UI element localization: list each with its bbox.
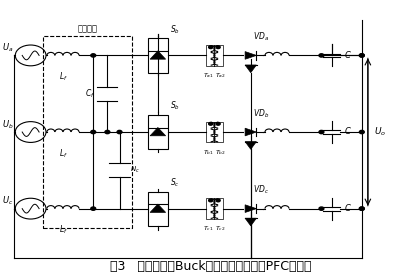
Text: $U_c$: $U_c$ <box>2 195 13 207</box>
Circle shape <box>319 130 324 134</box>
Text: $T_{b1}$: $T_{b1}$ <box>203 148 214 157</box>
Circle shape <box>209 122 213 125</box>
Text: $T_{c1}$: $T_{c1}$ <box>203 224 214 233</box>
Text: $S_b$: $S_b$ <box>170 100 180 112</box>
Circle shape <box>319 54 324 57</box>
Circle shape <box>319 207 324 210</box>
Text: $T_{a2}$: $T_{a2}$ <box>215 71 226 80</box>
Text: $L_f$: $L_f$ <box>59 147 67 159</box>
Text: $L_f$: $L_f$ <box>59 224 67 236</box>
Polygon shape <box>245 218 256 226</box>
Polygon shape <box>245 52 256 59</box>
Bar <box>148 115 168 149</box>
Text: $S_c$: $S_c$ <box>170 176 179 189</box>
Circle shape <box>359 130 364 134</box>
Text: $N_c$: $N_c$ <box>130 165 140 175</box>
Circle shape <box>91 207 96 210</box>
Bar <box>148 38 168 73</box>
Text: $S_b$: $S_b$ <box>170 23 180 35</box>
Text: $L_f$: $L_f$ <box>59 70 67 83</box>
Bar <box>148 192 168 226</box>
Bar <box>43 36 132 228</box>
Polygon shape <box>150 204 166 212</box>
Circle shape <box>105 130 110 134</box>
Text: $C$: $C$ <box>344 125 351 136</box>
Text: $U_o$: $U_o$ <box>374 126 386 138</box>
Text: $T_{a1}$: $T_{a1}$ <box>203 71 214 80</box>
Circle shape <box>91 130 96 134</box>
Text: $U_a$: $U_a$ <box>2 42 13 54</box>
Polygon shape <box>245 205 256 213</box>
Circle shape <box>117 130 122 134</box>
Text: 图3   用三个单相Buck变换器组成的三相PFC示意图: 图3 用三个单相Buck变换器组成的三相PFC示意图 <box>109 260 311 273</box>
Text: $VD_{c}$: $VD_{c}$ <box>253 184 269 196</box>
Polygon shape <box>150 51 166 59</box>
Circle shape <box>359 207 364 210</box>
Text: 低通滤波: 低通滤波 <box>77 24 97 34</box>
Text: $T_{c2}$: $T_{c2}$ <box>215 224 225 233</box>
Polygon shape <box>245 128 256 136</box>
Circle shape <box>209 199 213 202</box>
Polygon shape <box>245 142 256 149</box>
Circle shape <box>216 122 220 125</box>
Text: $C_f$: $C_f$ <box>85 87 95 100</box>
Circle shape <box>359 207 364 210</box>
Polygon shape <box>245 65 256 73</box>
Bar <box>206 198 223 219</box>
Circle shape <box>359 54 364 57</box>
Circle shape <box>216 46 220 49</box>
Circle shape <box>216 199 220 202</box>
Text: $C$: $C$ <box>344 202 351 213</box>
Text: $VD_{a}$: $VD_{a}$ <box>253 31 269 43</box>
Circle shape <box>359 54 364 57</box>
Bar <box>206 45 223 66</box>
Text: $U_b$: $U_b$ <box>2 118 13 131</box>
Text: $VD_{b}$: $VD_{b}$ <box>253 107 269 120</box>
Text: $T_{b2}$: $T_{b2}$ <box>215 148 226 157</box>
Bar <box>206 122 223 142</box>
Circle shape <box>209 46 213 49</box>
Polygon shape <box>150 128 166 136</box>
Text: $C$: $C$ <box>344 49 351 60</box>
Circle shape <box>91 54 96 57</box>
